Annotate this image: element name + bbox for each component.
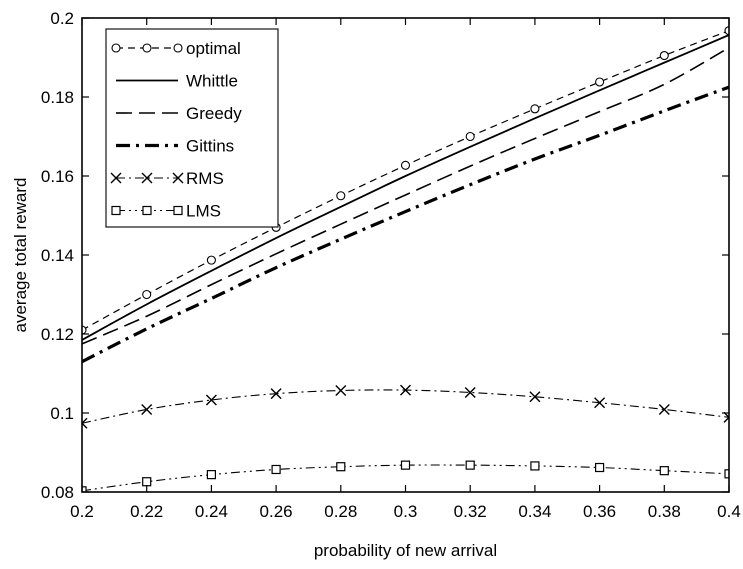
legend-label-whittle: Whittle [186, 72, 238, 91]
legend-marker-optimal [173, 43, 183, 53]
data-point-optimal [595, 77, 605, 87]
legend-marker-lms [173, 205, 183, 216]
legend-marker-lms [111, 205, 121, 216]
x-axis-title: probability of new arrival [314, 541, 497, 560]
data-point-optimal [206, 255, 216, 265]
y-axis-title: average total reward [11, 178, 30, 333]
data-point-lms [465, 460, 475, 470]
legend-marker-optimal [111, 43, 121, 53]
data-point-rms [270, 388, 282, 400]
y-tick-label: 0.1 [50, 404, 74, 423]
data-point-lms [594, 462, 605, 473]
x-tick-label: 0.28 [324, 502, 357, 521]
series-rms [82, 384, 729, 429]
legend-marker-rms [172, 172, 184, 184]
data-point-rms [400, 384, 411, 396]
series-line-greedy [82, 46, 729, 345]
data-point-rms [205, 394, 217, 406]
x-tick-label: 0.22 [130, 502, 163, 521]
tick-layer: 0.2 0.22 0.24 0.26 0.28 0.3 0.32 0.34 0.36 0.38 0.… [41, 9, 741, 521]
legend-box [105, 28, 279, 228]
data-point-optimal [400, 160, 411, 170]
x-tick-label: 0.32 [454, 502, 487, 521]
data-point-lms [82, 486, 87, 492]
series-line-rms [82, 389, 729, 424]
data-point-rms [82, 417, 88, 429]
legend-marker-rms [110, 172, 122, 184]
data-point-lms [400, 460, 411, 470]
data-point-lms [271, 464, 281, 475]
x-tick-label: 0.38 [648, 502, 681, 521]
data-point-rms [723, 411, 729, 423]
data-point-lms [206, 470, 216, 480]
series-layer [82, 26, 729, 492]
data-point-lms [659, 466, 669, 476]
data-point-optimal [142, 289, 152, 300]
data-point-rms [335, 384, 347, 396]
data-point-rms [529, 391, 541, 403]
series-greedy [82, 46, 729, 345]
series-line-gittins [82, 85, 729, 364]
legend-label-lms: LMS [186, 202, 221, 221]
series-line-whittle [82, 34, 729, 341]
data-point-lms [530, 461, 540, 471]
data-point-optimal [336, 191, 346, 201]
series-lms [82, 460, 729, 492]
legend-marker-optimal [142, 43, 152, 53]
legend: optimal Whittle Greedy Gittins RMS LMS [105, 28, 279, 228]
data-point-optimal [659, 50, 669, 61]
x-tick-label: 0.3 [394, 502, 418, 521]
data-point-rms [594, 397, 606, 409]
x-tick-label: 0.2 [70, 502, 94, 521]
data-point-lms [336, 462, 346, 472]
data-point-rms [464, 386, 476, 398]
y-tick-label: 0.08 [41, 483, 74, 502]
x-tick-label: 0.24 [195, 502, 228, 521]
series-gittins [82, 85, 729, 364]
data-point-optimal [530, 104, 540, 114]
data-point-lms [724, 469, 729, 479]
legend-label-rms: RMS [186, 169, 224, 188]
y-tick-label: 0.2 [50, 9, 74, 28]
y-tick-label: 0.12 [41, 325, 74, 344]
x-tick-label: 0.36 [583, 502, 616, 521]
series-line-lms [82, 464, 729, 492]
x-tick-label: 0.26 [260, 502, 293, 521]
data-point-optimal [465, 131, 475, 142]
y-tick-label: 0.16 [41, 167, 74, 186]
legend-marker-lms [142, 205, 152, 216]
legend-label-optimal: optimal [186, 39, 241, 58]
data-point-rms [141, 403, 153, 415]
data-point-optimal [82, 325, 87, 335]
data-point-optimal [724, 26, 729, 36]
data-point-lms [142, 477, 152, 487]
y-tick-label: 0.14 [41, 246, 74, 265]
legend-label-greedy: Greedy [186, 104, 242, 123]
series-whittle [82, 34, 729, 341]
legend-marker-rms [141, 172, 153, 184]
x-tick-label: 0.34 [518, 502, 551, 521]
x-tick-label: 0.4 [717, 502, 741, 521]
data-point-rms [658, 403, 670, 415]
legend-label-gittins: Gittins [186, 137, 234, 156]
y-tick-label: 0.18 [41, 88, 74, 107]
